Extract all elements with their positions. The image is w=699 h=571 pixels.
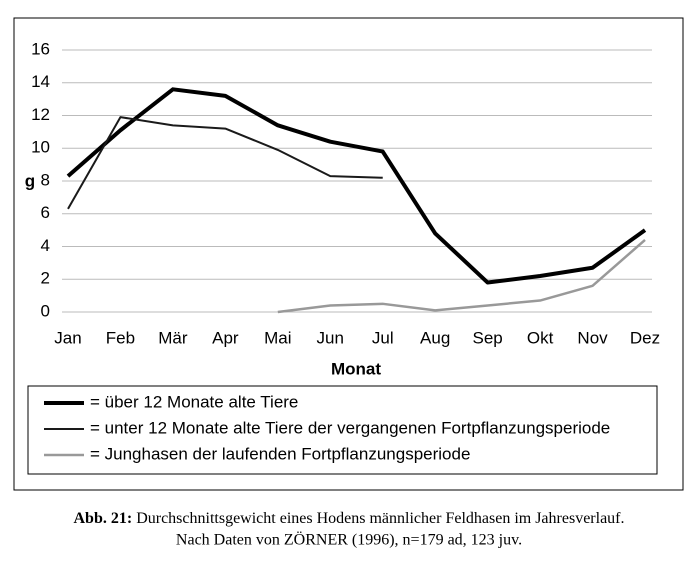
x-tick-label: Dez [630,328,660,347]
caption-text: Durchschnittsgewicht eines Hodens männli… [136,510,624,527]
y-axis-label: g [25,171,35,190]
legend-label: = unter 12 Monate alte Tiere der vergang… [90,418,610,437]
legend-label: = über 12 Monate alte Tiere [90,392,298,411]
y-tick-label: 10 [31,138,50,157]
x-axis-label: Monat [331,359,381,378]
caption-line-1: Abb. 21: Durchschnittsgewicht eines Hode… [74,510,625,527]
y-tick-label: 8 [41,170,50,189]
caption-line-2: Nach Daten von ZÖRNER (1996), n=179 ad, … [176,531,522,549]
x-tick-label: Jun [317,328,344,347]
x-tick-label: Okt [527,328,554,347]
x-tick-label: Feb [106,328,135,347]
y-tick-label: 2 [41,269,50,288]
series-line [66,87,647,285]
legend-box [27,385,658,475]
caption-label: Abb. 21: [74,510,133,527]
x-tick-label: Apr [212,328,239,347]
series-line [67,116,383,210]
legend-label: = Junghasen der laufenden Fortpflanzungs… [90,444,470,463]
y-tick-label: 12 [31,105,50,124]
y-tick-label: 0 [41,301,50,320]
x-tick-label: Sep [473,328,503,347]
x-tick-label: Jan [54,328,81,347]
y-tick-label: 6 [41,203,50,222]
x-tick-label: Mär [158,328,188,347]
x-tick-label: Nov [577,328,608,347]
series-line [277,239,646,314]
x-tick-label: Jul [372,328,394,347]
y-tick-label: 14 [31,72,50,91]
y-tick-label: 4 [41,236,50,255]
x-tick-label: Mai [264,328,291,347]
y-tick-label: 16 [31,39,50,58]
chart-frame [13,17,684,491]
x-tick-label: Aug [420,328,450,347]
